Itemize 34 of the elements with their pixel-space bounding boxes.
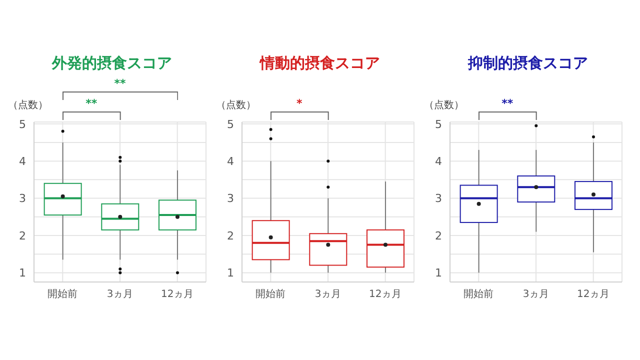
y-tick-label: 4 bbox=[19, 154, 26, 168]
x-tick-label: 開始前 bbox=[464, 288, 494, 300]
x-tick-label: 開始前 bbox=[48, 288, 78, 300]
y-tick-label: 3 bbox=[19, 192, 26, 206]
x-tick-label: 12ヵ月 bbox=[368, 289, 402, 300]
y-tick-label: 3 bbox=[435, 192, 442, 206]
y-tick-label: 5 bbox=[435, 118, 442, 131]
x-tick-label: 開始前 bbox=[256, 288, 286, 300]
x-tick-label: 12ヵ月 bbox=[576, 289, 610, 300]
y-tick-label: 1 bbox=[19, 266, 26, 280]
x-tick-label: 3ヵ月 bbox=[522, 289, 550, 300]
y-axis-title: （点数） bbox=[216, 98, 256, 112]
y-tick-label: 2 bbox=[435, 229, 442, 242]
y-tick-label: 1 bbox=[227, 266, 234, 280]
text: * bbox=[295, 97, 304, 110]
x-tick-label: 3ヵ月 bbox=[106, 289, 134, 300]
y-tick-label: 5 bbox=[19, 118, 26, 131]
y-tick-label: 2 bbox=[227, 229, 234, 242]
y-axis-title: （点数） bbox=[424, 98, 464, 112]
text: ** bbox=[84, 97, 98, 110]
chart-title: 外発的摂食スコア bbox=[50, 54, 173, 73]
chart-title: 情動的摂食スコア bbox=[258, 54, 381, 73]
chart-title: 抑制的摂食スコア bbox=[466, 54, 589, 73]
text: ** bbox=[113, 77, 127, 90]
x-tick-label: 3ヵ月 bbox=[314, 289, 342, 300]
y-tick-label: 3 bbox=[227, 192, 234, 206]
text: ** bbox=[500, 97, 514, 110]
y-tick-label: 2 bbox=[19, 229, 26, 242]
y-axis-title: （点数） bbox=[8, 98, 48, 112]
x-tick-label: 12ヵ月 bbox=[160, 289, 194, 300]
y-tick-label: 5 bbox=[227, 118, 234, 131]
y-tick-label: 4 bbox=[435, 154, 442, 168]
y-tick-label: 1 bbox=[435, 266, 442, 280]
y-tick-label: 4 bbox=[227, 154, 234, 168]
